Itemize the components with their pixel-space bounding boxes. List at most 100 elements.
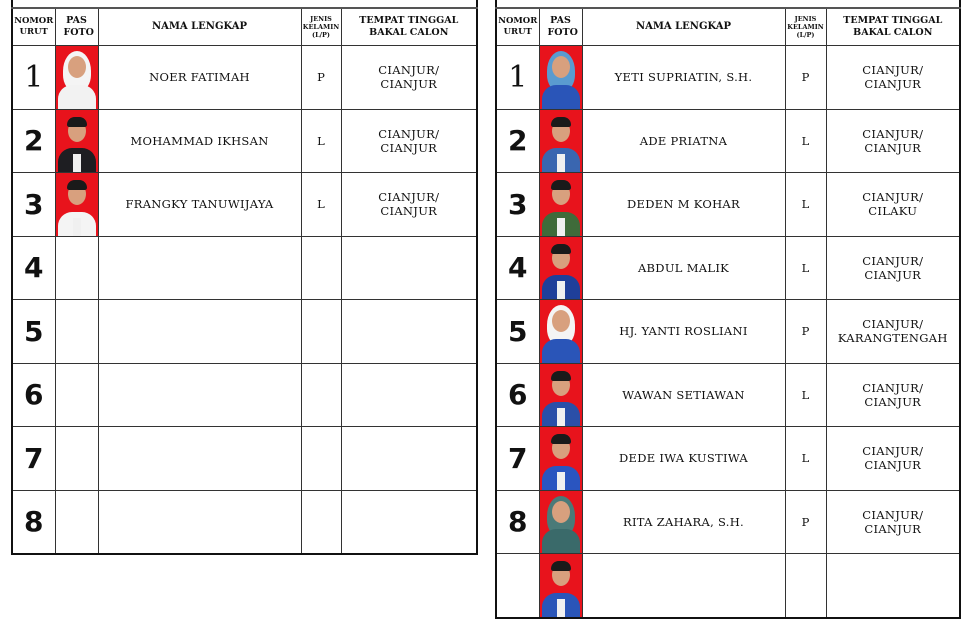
table-row: 1 YETI SUPRIATIN, S.H. P CIANJUR/CIANJUR <box>495 45 961 110</box>
table-row: 5 <box>11 299 478 364</box>
pas-foto-cell <box>538 489 583 554</box>
table-row: 4 ABDUL MALIK L CIANJUR/CIANJUR <box>495 235 961 300</box>
jenis-kelamin: L <box>784 362 827 427</box>
tempat-tinggal: CIANJUR/CIANJUR <box>825 45 961 110</box>
jenis-kelamin <box>300 299 342 364</box>
shirt <box>556 154 565 172</box>
pas-foto-cell <box>54 235 99 300</box>
pas-foto-cell <box>538 172 583 237</box>
jenis-kelamin: L <box>784 108 827 173</box>
jenis-kelamin <box>300 235 342 300</box>
nomor-urut: 7 <box>495 426 540 491</box>
candidate-photo <box>55 109 98 172</box>
shirt <box>72 154 81 172</box>
nomor-urut: 6 <box>495 362 540 427</box>
table-row: 7 <box>11 426 478 491</box>
tempat-tinggal-line1: CIANJUR/ <box>378 126 440 141</box>
table-row: 1 NOER FATIMAH P CIANJUR/CIANJUR <box>11 45 478 110</box>
hair <box>550 243 571 254</box>
table-row: 8 <box>11 489 478 555</box>
nama-lengkap: RITA ZAHARA, S.H. <box>581 489 786 554</box>
jenis-kelamin: L <box>300 108 342 173</box>
tempat-tinggal-line2: CIANJUR <box>864 394 922 409</box>
shirt <box>556 408 565 426</box>
tempat-tinggal-line1: CIANJUR/ <box>378 63 440 78</box>
tempat-tinggal-line2: CIANJUR <box>380 77 438 92</box>
nama-lengkap <box>581 553 786 618</box>
table-row: 2 MOHAMMAD IKHSAN L CIANJUR/CIANJUR <box>11 108 478 173</box>
tempat-tinggal-line1: CIANJUR/ <box>862 317 924 332</box>
nomor-urut: 5 <box>11 299 56 364</box>
pas-foto-cell <box>54 426 99 491</box>
jenis-kelamin: P <box>784 489 827 554</box>
nomor-urut: 4 <box>11 235 56 300</box>
table-row: 8 RITA ZAHARA, S.H. P CIANJUR/CIANJUR <box>495 489 961 554</box>
face <box>551 56 570 78</box>
jenis-kelamin: P <box>784 299 827 364</box>
left-candidate-table: NOMOR URUT PAS FOTO NAMA LENGKAP JENIS KELA… <box>11 0 479 555</box>
header-jenis-kelamin: JENIS KELAMIN (L/P) <box>784 7 827 46</box>
hair <box>550 180 571 190</box>
nama-lengkap: ADE PRIATNA <box>581 108 786 173</box>
header-pas-foto: PAS FOTO <box>538 7 583 46</box>
nama-lengkap: DEDE IWA KUSTIWA <box>581 426 786 491</box>
nama-lengkap: MOHAMMAD IKHSAN <box>97 108 302 173</box>
table-row: 4 <box>11 235 478 300</box>
pas-foto-cell <box>54 172 99 237</box>
header-tempat-tinggal: TEMPAT TINGGAL BAKAL CALON <box>825 7 961 46</box>
nomor-urut <box>495 553 540 618</box>
nama-lengkap: ABDUL MALIK <box>581 235 786 300</box>
nama-lengkap: YETI SUPRIATIN, S.H. <box>581 45 786 110</box>
candidate-photo <box>539 109 582 172</box>
table-row: 6 <box>11 362 478 427</box>
table-row: 2 ADE PRIATNA L CIANJUR/CIANJUR <box>495 108 961 173</box>
hair <box>550 561 571 571</box>
jenis-kelamin <box>300 362 342 427</box>
header-nomor-urut: NOMOR URUT <box>495 7 540 46</box>
face <box>67 56 86 78</box>
hair <box>550 116 571 127</box>
nomor-urut: 1 <box>495 45 540 110</box>
clothing <box>57 84 96 109</box>
face <box>551 310 570 332</box>
tempat-tinggal: CIANJUR/CIANJUR <box>825 426 961 491</box>
pas-foto-cell <box>54 45 99 110</box>
table-row: 3 DEDEN M KOHAR L CIANJUR/CILAKU <box>495 172 961 237</box>
candidate-photo <box>55 173 98 236</box>
hair <box>66 180 87 190</box>
shirt <box>556 217 565 236</box>
nama-lengkap <box>97 426 302 491</box>
candidate-photo <box>539 46 582 109</box>
tempat-tinggal: CIANJUR/CIANJUR <box>825 235 961 300</box>
pas-foto-cell <box>54 489 99 555</box>
jenis-kelamin: L <box>784 235 827 300</box>
tempat-tinggal: CIANJUR/CIANJUR <box>825 362 961 427</box>
tempat-tinggal-line2: CIANJUR <box>864 77 922 92</box>
pas-foto-cell <box>54 299 99 364</box>
face <box>551 500 570 523</box>
nomor-urut: 1 <box>11 45 56 110</box>
table-row: 6 WAWAN SETIAWAN L CIANJUR/CIANJUR <box>495 362 961 427</box>
tempat-tinggal <box>340 235 478 300</box>
header-row: NOMOR URUT PAS FOTO NAMA LENGKAP JENIS KELA… <box>495 7 961 46</box>
nama-lengkap: NOER FATIMAH <box>97 45 302 110</box>
top-row <box>495 0 961 9</box>
top-row <box>11 0 478 9</box>
tempat-tinggal <box>340 426 478 491</box>
header-pas-foto: PAS FOTO <box>54 7 99 46</box>
tempat-tinggal-line1: CIANJUR/ <box>862 126 924 141</box>
tempat-tinggal-line2: CIANJUR <box>864 267 922 282</box>
tempat-tinggal <box>825 553 961 618</box>
nama-lengkap <box>97 299 302 364</box>
nomor-urut: 4 <box>495 235 540 300</box>
tempat-tinggal: CIANJUR/CIANJUR <box>825 489 961 554</box>
tempat-tinggal: CIANJUR/KARANGTENGAH <box>825 299 961 364</box>
table-row <box>495 553 961 618</box>
jenis-kelamin: P <box>300 45 342 110</box>
hair <box>550 370 571 381</box>
shirt <box>556 471 565 490</box>
shirt <box>556 598 565 617</box>
pas-foto-cell <box>54 108 99 173</box>
candidate-photo <box>539 173 582 236</box>
tempat-tinggal-line1: CIANJUR/ <box>862 380 924 395</box>
